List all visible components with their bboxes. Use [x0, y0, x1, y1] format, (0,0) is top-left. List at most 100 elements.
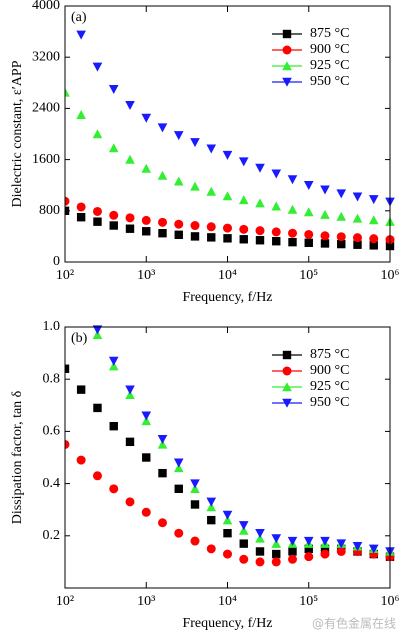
marker — [239, 539, 248, 548]
marker — [271, 227, 281, 237]
marker — [206, 144, 217, 154]
marker — [190, 138, 200, 148]
marker — [92, 325, 103, 335]
marker — [271, 538, 282, 548]
marker — [206, 497, 217, 507]
x-tick-label: 10⁵ — [299, 268, 318, 283]
legend-marker — [282, 61, 292, 71]
marker — [255, 528, 265, 538]
marker — [157, 170, 168, 180]
marker — [368, 544, 379, 554]
marker — [141, 163, 152, 173]
x-tick-label: 10⁵ — [299, 594, 318, 609]
marker — [92, 471, 102, 481]
marker — [125, 224, 135, 233]
marker — [174, 219, 184, 229]
x-tick-label: 10³ — [137, 268, 155, 283]
marker — [109, 221, 118, 230]
marker — [255, 226, 265, 236]
marker — [255, 557, 265, 567]
marker — [238, 525, 249, 535]
marker — [304, 544, 313, 554]
marker — [125, 437, 135, 447]
marker — [206, 544, 216, 554]
marker — [336, 189, 347, 199]
marker — [173, 458, 184, 468]
marker — [255, 198, 265, 208]
marker — [174, 528, 184, 538]
marker — [125, 385, 135, 395]
legend-marker — [282, 45, 292, 55]
marker — [303, 536, 314, 546]
y-tick-label: 3200 — [32, 49, 60, 64]
x-tick-label: 10⁶ — [381, 594, 400, 609]
marker — [125, 390, 135, 400]
plot-frame — [64, 326, 391, 589]
x-tick-label: 10⁴ — [218, 594, 237, 609]
marker — [108, 356, 119, 366]
marker — [93, 217, 102, 226]
marker — [239, 235, 248, 244]
marker — [109, 421, 118, 431]
marker — [272, 237, 281, 246]
marker — [108, 143, 119, 153]
y-axis-label: Dielectric constant, ε′APP — [10, 60, 25, 207]
marker — [320, 239, 330, 248]
y-tick-label: 1.0 — [43, 319, 61, 334]
marker — [222, 510, 233, 520]
marker — [141, 507, 151, 517]
marker — [368, 195, 379, 205]
marker — [303, 181, 314, 190]
x-tick-label: 10⁶ — [381, 268, 400, 283]
marker — [320, 231, 330, 241]
x-tick-label: 10² — [56, 594, 74, 609]
y-tick-label: 0 — [53, 254, 60, 269]
x-axis-label: Frequency, f/Hz — [182, 616, 272, 631]
marker — [369, 234, 379, 244]
marker — [239, 554, 249, 564]
y-tick-label: 2400 — [32, 101, 60, 116]
marker — [320, 536, 330, 546]
marker — [190, 479, 200, 489]
marker — [271, 201, 282, 211]
marker — [255, 163, 265, 173]
marker — [336, 539, 347, 549]
marker — [142, 453, 151, 462]
marker — [65, 364, 70, 373]
legend-label: 900 °C — [310, 42, 349, 57]
marker — [142, 227, 151, 236]
marker — [287, 175, 298, 185]
marker — [320, 209, 330, 219]
x-tick-label: 10⁴ — [218, 268, 237, 283]
marker — [158, 217, 168, 227]
marker — [92, 206, 102, 216]
legend-label: 950 °C — [310, 74, 349, 89]
legend-label: 950 °C — [310, 395, 349, 410]
legend-marker — [282, 366, 292, 376]
marker — [352, 213, 363, 223]
marker — [158, 518, 168, 528]
marker — [158, 468, 167, 478]
x-tick-label: 10² — [56, 268, 74, 283]
marker — [92, 330, 103, 340]
marker — [173, 176, 184, 186]
legend-label: 875 °C — [310, 347, 349, 362]
marker — [352, 192, 363, 202]
y-axis-label: Dissipation factor, tan δ — [10, 390, 25, 524]
legend-label: 925 °C — [310, 379, 349, 394]
marker — [108, 361, 119, 371]
marker — [92, 62, 103, 72]
marker — [238, 521, 249, 531]
marker — [369, 241, 378, 250]
marker — [222, 515, 233, 525]
marker — [238, 157, 249, 167]
marker — [352, 542, 363, 552]
marker — [206, 186, 217, 196]
marker — [320, 185, 330, 195]
marker — [320, 544, 330, 554]
marker — [288, 547, 297, 556]
y-tick-label: 1600 — [32, 152, 60, 167]
marker — [125, 101, 135, 110]
marker — [223, 223, 232, 233]
